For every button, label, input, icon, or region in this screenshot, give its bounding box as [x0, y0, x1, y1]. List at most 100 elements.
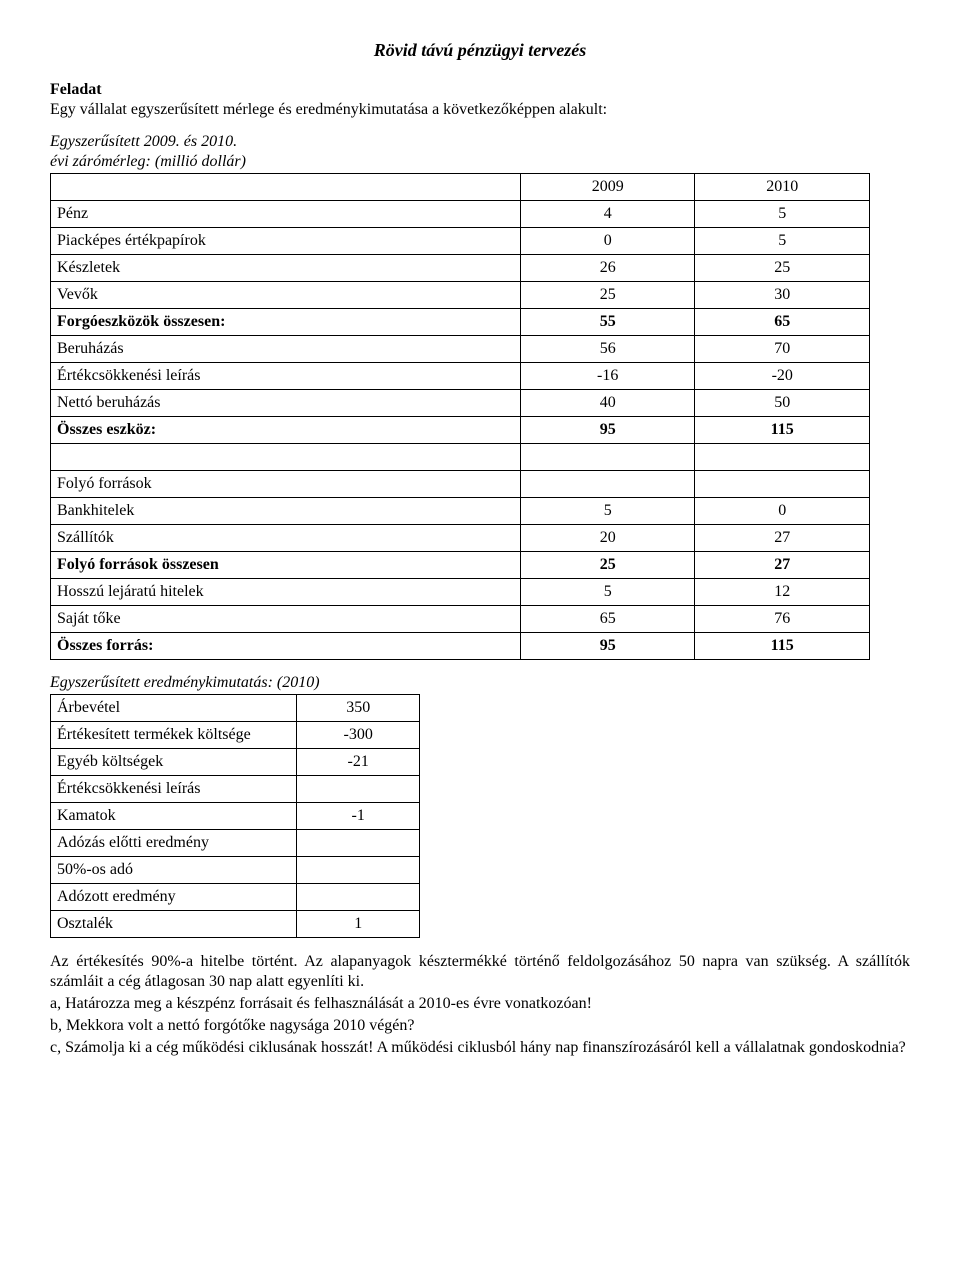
- table-row: Értékesített termékek költsége-300: [51, 722, 420, 749]
- table-cell-label: Hosszú lejáratú hitelek: [51, 579, 521, 606]
- table-cell-label: Értékesített termékek költsége: [51, 722, 297, 749]
- page-title: Rövid távú pénzügyi tervezés: [50, 40, 910, 61]
- table-cell-label: Értékcsökkenési leírás: [51, 776, 297, 803]
- table-cell-label: Összes eszköz:: [51, 417, 521, 444]
- table-header-2010: 2010: [695, 174, 870, 201]
- table-cell-label: Forgóeszközök összesen:: [51, 309, 521, 336]
- table-row: Saját tőke6576: [51, 606, 870, 633]
- intro-line-2: Egyszerűsített 2009. és 2010.: [50, 133, 910, 151]
- income-table: Árbevétel350Értékesített termékek költsé…: [50, 694, 420, 938]
- table-cell: [51, 174, 521, 201]
- table-cell-value: [520, 471, 695, 498]
- table-row: [51, 444, 870, 471]
- table-cell-label: Adózás előtti eredmény: [51, 830, 297, 857]
- table-cell-label: Értékcsökkenési leírás: [51, 363, 521, 390]
- table-cell-value: 25: [520, 552, 695, 579]
- table-cell-label: Osztalék: [51, 911, 297, 938]
- table-row: 50%-os adó: [51, 857, 420, 884]
- table-cell-label: 50%-os adó: [51, 857, 297, 884]
- table-cell-value: [695, 471, 870, 498]
- table-cell-label: Folyó források: [51, 471, 521, 498]
- table-cell-value: 76: [695, 606, 870, 633]
- table-cell-label: Egyéb költségek: [51, 749, 297, 776]
- question-b: b, Mekkora volt a nettó forgótőke nagysá…: [50, 1016, 910, 1036]
- table-cell-value: 40: [520, 390, 695, 417]
- table-cell-value: [297, 857, 420, 884]
- table-cell-value: [297, 776, 420, 803]
- table-row: Értékcsökkenési leírás: [51, 776, 420, 803]
- table-cell-value: 5: [520, 498, 695, 525]
- table-cell-label: Készletek: [51, 255, 521, 282]
- table-cell-label: Saját tőke: [51, 606, 521, 633]
- table-cell-value: 27: [695, 525, 870, 552]
- table-cell-label: Bankhitelek: [51, 498, 521, 525]
- table-cell-value: 1: [297, 911, 420, 938]
- table-row: Árbevétel350: [51, 695, 420, 722]
- table-cell-label: Beruházás: [51, 336, 521, 363]
- table-row: Vevők2530: [51, 282, 870, 309]
- table-cell-value: 115: [695, 633, 870, 660]
- table-row: Pénz45: [51, 201, 870, 228]
- table-cell-label: Folyó források összesen: [51, 552, 521, 579]
- table2-caption: Egyszerűsített eredménykimutatás: (2010): [50, 674, 910, 692]
- table-cell-value: -16: [520, 363, 695, 390]
- table-cell-value: [297, 884, 420, 911]
- table-cell-label: Adózott eredmény: [51, 884, 297, 911]
- table-cell-value: 95: [520, 417, 695, 444]
- table-row: Nettó beruházás4050: [51, 390, 870, 417]
- table-cell-label: Kamatok: [51, 803, 297, 830]
- table-row: Forgóeszközök összesen:5565: [51, 309, 870, 336]
- table-cell-value: -20: [695, 363, 870, 390]
- table-cell-label: Nettó beruházás: [51, 390, 521, 417]
- table-row: Piacképes értékpapírok05: [51, 228, 870, 255]
- question-c: c, Számolja ki a cég működési ciklusának…: [50, 1038, 910, 1058]
- table-cell-label: [51, 444, 521, 471]
- table-cell-value: 30: [695, 282, 870, 309]
- table-row: Folyó források: [51, 471, 870, 498]
- table-cell-value: 26: [520, 255, 695, 282]
- table-cell-value: -1: [297, 803, 420, 830]
- table-cell-value: 5: [695, 201, 870, 228]
- table-cell-value: [297, 830, 420, 857]
- table-cell-value: 50: [695, 390, 870, 417]
- table-cell-value: 5: [520, 579, 695, 606]
- table-cell-value: 95: [520, 633, 695, 660]
- table-row: Készletek2625: [51, 255, 870, 282]
- table-row: Szállítók2027: [51, 525, 870, 552]
- table-row: Hosszú lejáratú hitelek512: [51, 579, 870, 606]
- table-row: Adózott eredmény: [51, 884, 420, 911]
- table-row: Adózás előtti eredmény: [51, 830, 420, 857]
- table-cell-value: 5: [695, 228, 870, 255]
- table1-caption: évi zárómérleg: (millió dollár): [50, 153, 910, 171]
- table-cell-label: Árbevétel: [51, 695, 297, 722]
- table-cell-label: Piacképes értékpapírok: [51, 228, 521, 255]
- balance-table: 2009 2010 Pénz45Piacképes értékpapírok05…: [50, 173, 870, 660]
- table-cell-value: 55: [520, 309, 695, 336]
- table-row: Összes eszköz:95115: [51, 417, 870, 444]
- table-row: Beruházás5670: [51, 336, 870, 363]
- table-cell-value: 115: [695, 417, 870, 444]
- intro-line-1: Egy vállalat egyszerűsített mérlege és e…: [50, 101, 910, 119]
- table-cell-value: [695, 444, 870, 471]
- table-row: Értékcsökkenési leírás-16-20: [51, 363, 870, 390]
- table-row: Egyéb költségek-21: [51, 749, 420, 776]
- table-header-2009: 2009: [520, 174, 695, 201]
- table-row: Osztalék1: [51, 911, 420, 938]
- question-a: a, Határozza meg a készpénz forrásait és…: [50, 994, 910, 1014]
- table-cell-value: 65: [520, 606, 695, 633]
- table-cell-label: Szállítók: [51, 525, 521, 552]
- table-cell-value: 27: [695, 552, 870, 579]
- table-cell-value: [520, 444, 695, 471]
- table-cell-value: 70: [695, 336, 870, 363]
- table-cell-value: 56: [520, 336, 695, 363]
- table-row: Bankhitelek50: [51, 498, 870, 525]
- table-cell-value: 25: [520, 282, 695, 309]
- table-row: Folyó források összesen2527: [51, 552, 870, 579]
- table-cell-value: -300: [297, 722, 420, 749]
- table-cell-label: Összes forrás:: [51, 633, 521, 660]
- table-row: Összes forrás:95115: [51, 633, 870, 660]
- table-cell-value: -21: [297, 749, 420, 776]
- table-cell-value: 0: [695, 498, 870, 525]
- table-cell-value: 12: [695, 579, 870, 606]
- body-paragraph: Az értékesítés 90%-a hitelbe történt. Az…: [50, 952, 910, 992]
